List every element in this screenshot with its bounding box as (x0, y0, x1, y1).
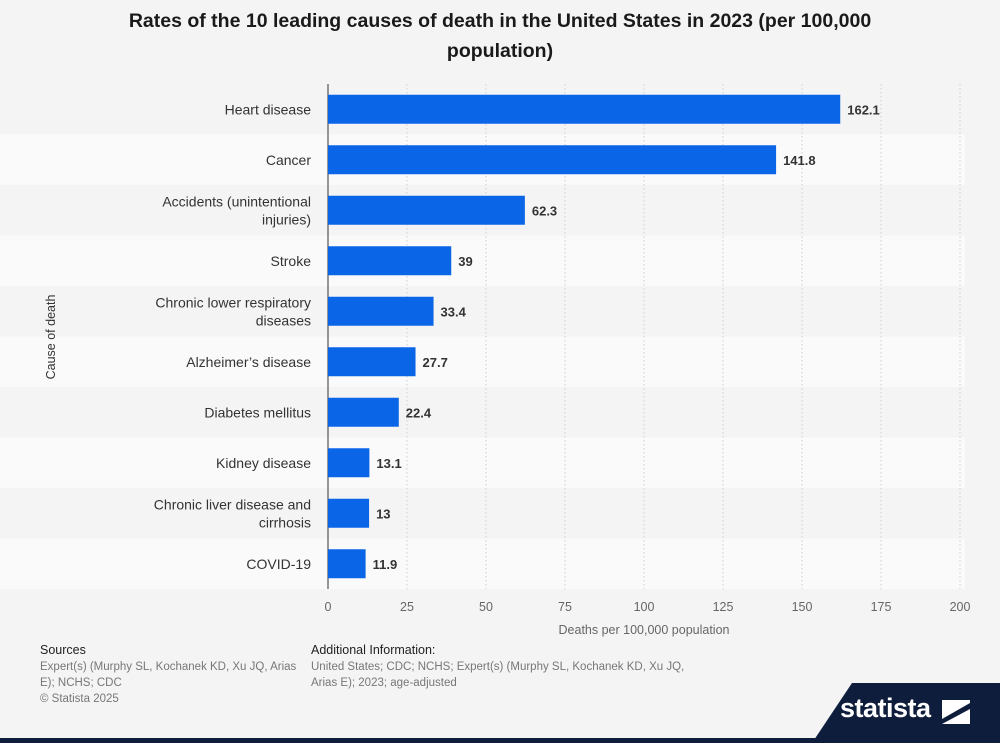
category-label: Cancer (266, 152, 311, 168)
category-label: Alzheimer’s disease (186, 354, 311, 370)
bottom-accent-bar (0, 738, 1000, 743)
category-label: Diabetes mellitus (204, 404, 311, 420)
bar-chart: Heart disease Cancer Accidents (unintentio… (0, 84, 971, 637)
bar[interactable] (328, 195, 525, 225)
bar[interactable] (328, 347, 416, 377)
category-label: COVID-19 (246, 556, 311, 572)
additional-info-block: Additional Information: United States; C… (311, 642, 711, 691)
category-label: Chronic liver disease and cirrhosis (154, 496, 311, 530)
x-tick-label: 200 (950, 600, 971, 614)
bar[interactable] (328, 145, 777, 175)
x-tick-label: 125 (713, 600, 734, 614)
value-label: 33.4 (441, 304, 467, 319)
copyright-line: © Statista 2025 (40, 693, 119, 705)
value-label: 62.3 (532, 203, 557, 218)
additional-info-heading: Additional Information: (311, 643, 436, 657)
bar[interactable] (328, 296, 434, 326)
x-tick-label: 50 (479, 600, 493, 614)
bar[interactable] (328, 498, 370, 528)
bar[interactable] (328, 549, 366, 579)
category-label: Kidney disease (216, 455, 311, 471)
chart-title: Rates of the 10 leading causes of death … (128, 10, 872, 62)
x-tick-label: 100 (634, 600, 655, 614)
category-label: Accidents (unintentional injuries) (162, 193, 311, 227)
value-label: 13 (376, 506, 390, 521)
row-band (0, 235, 965, 286)
value-label: 27.7 (423, 355, 448, 370)
row-band (0, 538, 965, 589)
bar[interactable] (328, 246, 452, 276)
sources-block: Sources Expert(s) (Murphy SL, Kochanek K… (40, 642, 312, 707)
bar[interactable] (328, 94, 841, 124)
row-bands (0, 134, 965, 589)
value-label: 141.8 (783, 153, 816, 168)
y-axis-title: Cause of death (44, 295, 58, 380)
value-labels: 162.1 141.8 62.3 39 33.4 27.7 22.4 13.1 13 11.9 (373, 102, 880, 572)
additional-info-line: United States; CDC; NCHS; Expert(s) (Mur… (311, 661, 685, 673)
value-label: 22.4 (406, 405, 432, 420)
bar[interactable] (328, 448, 370, 478)
x-tick-label: 75 (558, 600, 572, 614)
x-tick-label: 150 (792, 600, 813, 614)
row-band (0, 437, 965, 488)
x-tick-label: 175 (871, 600, 892, 614)
category-labels: Heart disease Cancer Accidents (unintentio… (154, 101, 312, 572)
sources-line: Expert(s) (Murphy SL, Kochanek KD, Xu JQ… (40, 661, 297, 673)
x-tick-label: 0 (325, 600, 332, 614)
x-tick-labels: 0 25 50 75 100 125 150 175 200 (325, 600, 971, 614)
additional-info-line: Arias E); 2023; age-adjusted (311, 677, 457, 689)
bars (328, 94, 841, 579)
category-label: Stroke (271, 253, 312, 269)
row-band (0, 336, 965, 387)
statista-logo[interactable]: statista (840, 693, 931, 723)
sources-line: E); NCHS; CDC (40, 677, 122, 689)
statista-logo-icon (942, 700, 970, 724)
category-label: Chronic lower respiratory diseases (155, 294, 311, 328)
value-label: 39 (458, 254, 472, 269)
value-label: 162.1 (847, 102, 880, 117)
x-axis-title: Deaths per 100,000 population (559, 623, 730, 637)
bar[interactable] (328, 397, 399, 427)
sources-heading: Sources (40, 643, 86, 657)
category-label: Heart disease (225, 101, 312, 117)
x-tick-label: 25 (400, 600, 414, 614)
value-label: 13.1 (376, 456, 401, 471)
value-label: 11.9 (373, 557, 398, 572)
